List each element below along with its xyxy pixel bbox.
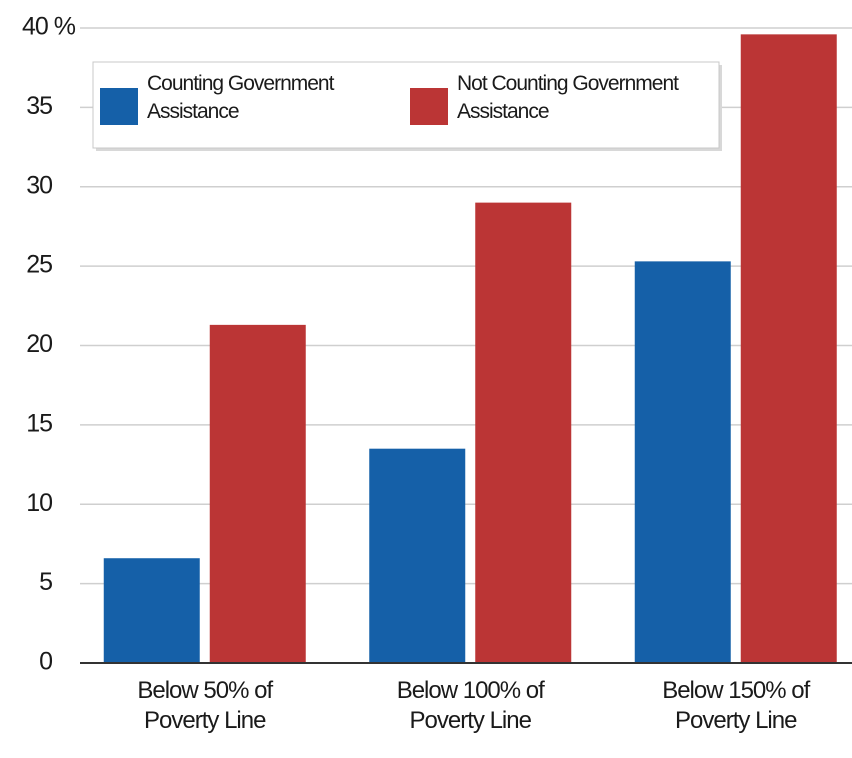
bar — [103, 558, 200, 663]
legend-swatch — [410, 88, 448, 125]
bar — [209, 324, 306, 663]
y-tick-label: 35 — [26, 92, 52, 120]
y-tick-label: 40 % — [22, 13, 76, 41]
y-tick-label: 10 — [26, 489, 52, 517]
y-tick-label: 20 — [26, 330, 52, 358]
x-tick-label: Below 100% of Poverty Line — [396, 677, 545, 734]
y-tick-label: 0 — [39, 648, 52, 676]
legend-swatch — [100, 88, 138, 125]
y-tick-label: 15 — [26, 409, 52, 437]
bar — [475, 202, 572, 663]
bar — [740, 34, 837, 664]
y-tick-label: 25 — [26, 251, 52, 279]
legend-label: Counting Government Assistance — [147, 72, 334, 123]
legend-box — [92, 61, 720, 149]
x-tick-label: Below 50% of Poverty Line — [137, 677, 273, 734]
y-tick-label: 5 — [39, 568, 52, 596]
bar — [634, 261, 731, 663]
legend-label: Not Counting Government Assistance — [457, 72, 679, 123]
x-tick-label: Below 150% of Poverty Line — [662, 677, 810, 734]
bar — [369, 448, 466, 663]
y-tick-label: 30 — [26, 171, 52, 199]
